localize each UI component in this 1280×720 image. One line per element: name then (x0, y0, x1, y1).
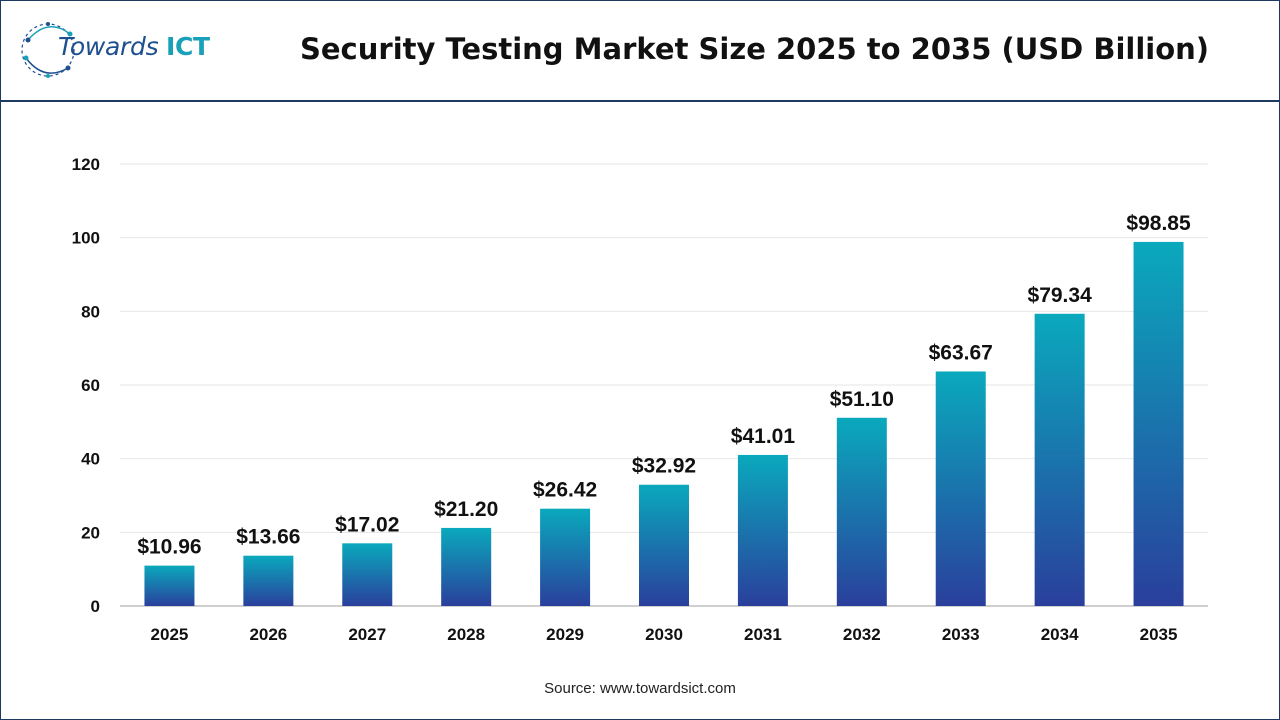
bars (144, 241, 1184, 606)
data-labels: $10.96 $13.66 $17.02 $21.20 $26.42 $32.92 $41.… (137, 212, 1191, 559)
data-label-2031: $41.01 (731, 425, 796, 448)
data-label-2025: $10.96 (137, 536, 201, 559)
logo: Towards ICT (18, 12, 218, 88)
data-label-2027: $17.02 (335, 513, 399, 536)
bar-2034 (1034, 313, 1085, 606)
bar-2027 (342, 543, 393, 606)
x-tick-label: 2027 (348, 625, 386, 644)
bar-2026 (243, 555, 294, 606)
x-tick-label: 2025 (151, 625, 189, 644)
chart-title: Security Testing Market Size 2025 to 203… (300, 32, 1210, 66)
data-label-2034: $79.34 (1028, 284, 1093, 307)
source-note: Source: www.towardsict.com (544, 680, 736, 697)
data-label-2035: $98.85 (1126, 212, 1191, 235)
y-tick-label: 120 (72, 155, 100, 174)
x-tick-label: 2034 (1041, 625, 1079, 644)
logo-brand: ICT (165, 32, 210, 61)
x-tick-label: 2035 (1140, 625, 1178, 644)
y-tick-label: 60 (81, 376, 100, 395)
data-label-2033: $63.67 (929, 341, 993, 364)
x-tick-label: 2030 (645, 625, 683, 644)
data-label-2030: $32.92 (632, 455, 696, 478)
bar-2033 (935, 371, 986, 606)
bar-2031 (737, 454, 788, 606)
data-label-2028: $21.20 (434, 498, 498, 521)
bar-2028 (441, 527, 492, 606)
y-tick-label: 40 (81, 450, 100, 469)
x-tick-label: 2029 (546, 625, 584, 644)
y-tick-label: 20 (81, 523, 100, 542)
logo-text: Towards ICT (58, 32, 210, 61)
bar-2029 (540, 508, 591, 606)
x-tick-label: 2026 (249, 625, 287, 644)
header: Towards ICT Security Testing Market Size… (0, 0, 1280, 102)
y-tick-label: 100 (72, 229, 100, 248)
x-tick-label: 2031 (744, 625, 782, 644)
bar-2030 (639, 484, 689, 606)
x-tick-label: 2033 (942, 625, 980, 644)
logo-word: Towards (58, 32, 159, 61)
data-label-2026: $13.66 (236, 526, 300, 549)
data-label-2032: $51.10 (830, 388, 894, 411)
globe-logo-icon (21, 22, 75, 78)
bar-2032 (836, 417, 887, 606)
bar-2025 (144, 565, 195, 606)
bar-chart: 0 20 40 60 80 100 120 $10.96 $13.66 $17.02 $21.20… (72, 155, 1208, 644)
x-axis-ticks: 2025 2026 2027 2028 2029 2030 2031 2032 2033 2034… (151, 625, 1178, 644)
y-tick-label: 0 (91, 597, 100, 616)
data-label-2029: $26.42 (533, 479, 597, 502)
y-tick-label: 80 (81, 302, 100, 321)
y-axis-ticks: 0 20 40 60 80 100 120 (72, 155, 100, 616)
bar-2035 (1133, 241, 1184, 606)
x-tick-label: 2032 (843, 625, 881, 644)
x-tick-label: 2028 (447, 625, 485, 644)
